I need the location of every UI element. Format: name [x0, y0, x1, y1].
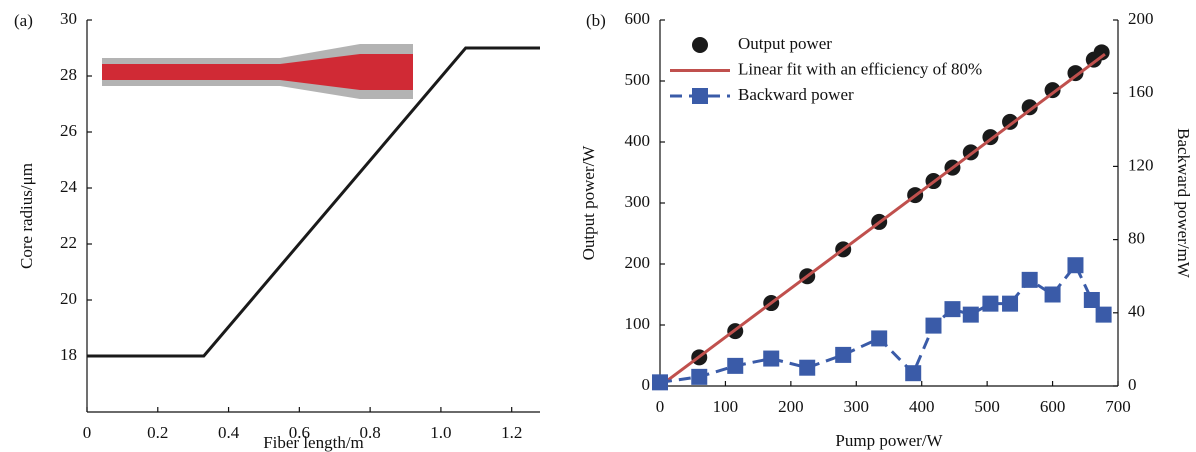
x-tick-label: 0.2	[147, 423, 168, 442]
fiber-inset	[102, 44, 413, 99]
y-tick-label: 500	[625, 70, 651, 89]
x-tick-label: 0	[656, 397, 665, 416]
y-tick-label: 0	[642, 375, 651, 394]
data-point	[1044, 286, 1061, 303]
x-tick-label: 500	[974, 397, 1000, 416]
data-point	[1083, 291, 1100, 308]
y2-tick-label: 120	[1128, 155, 1154, 174]
y-tick-label: 600	[625, 9, 651, 28]
x-tick-label: 1.0	[430, 423, 451, 442]
data-point	[727, 357, 744, 374]
x-tick-label: 0.4	[218, 423, 240, 442]
data-point	[763, 350, 780, 367]
x-tick-label: 400	[909, 397, 935, 416]
data-point	[652, 374, 668, 391]
legend-label: Linear fit with an efficiency of 80%	[738, 59, 982, 78]
y-tick-label: 18	[60, 345, 77, 364]
data-point	[1067, 257, 1084, 274]
x-tick-label: 0	[83, 423, 92, 442]
legend-marker	[692, 88, 708, 104]
x-tick-label: 300	[844, 397, 870, 416]
x-tick-label: 0.8	[360, 423, 381, 442]
y-axis-title: Core radius/μm	[17, 163, 36, 269]
x-tick-label: 600	[1040, 397, 1066, 416]
x-axis-title: Pump power/W	[835, 431, 943, 450]
y2-tick-label: 160	[1128, 82, 1154, 101]
y-tick-label: 100	[625, 314, 651, 333]
data-point	[982, 295, 999, 312]
y2-tick-label: 40	[1128, 302, 1145, 321]
y-tick-label: 400	[625, 131, 651, 150]
series-line	[659, 52, 1106, 388]
data-point	[871, 330, 888, 347]
y-tick-label: 22	[60, 233, 77, 252]
data-point	[799, 359, 816, 376]
data-point	[1021, 271, 1038, 288]
y-tick-label: 24	[60, 177, 78, 196]
data-point	[1002, 113, 1019, 130]
x-tick-label: 100	[713, 397, 739, 416]
x-tick-label: 1.2	[501, 423, 522, 442]
y2-tick-label: 80	[1128, 229, 1145, 248]
x-tick-label: 700	[1105, 397, 1131, 416]
legend-label: Backward power	[738, 85, 854, 104]
y-tick-label: 300	[625, 192, 651, 211]
data-point	[691, 368, 708, 385]
y-tick-label: 30	[60, 9, 77, 28]
data-point	[1021, 99, 1038, 116]
y2-tick-label: 0	[1128, 375, 1137, 394]
x-tick-label: 0.6	[289, 423, 310, 442]
data-point	[905, 365, 922, 382]
y2-tick-label: 200	[1128, 9, 1154, 28]
y-tick-label: 26	[60, 121, 77, 140]
data-point	[835, 346, 852, 363]
y-tick-label: 28	[60, 65, 77, 84]
data-point	[925, 317, 942, 334]
y2-axis-title: Backward power/mW	[1174, 128, 1193, 279]
legend-label: Output power	[738, 34, 832, 53]
data-point	[962, 306, 979, 323]
data-point	[1002, 295, 1019, 312]
y-tick-label: 20	[60, 289, 77, 308]
data-point	[1095, 306, 1112, 323]
data-point	[1093, 44, 1110, 61]
data-point	[1067, 65, 1084, 82]
x-axis-title: Fiber length/m	[263, 433, 364, 452]
data-point	[944, 301, 961, 318]
core	[102, 54, 413, 90]
data-point	[1044, 82, 1061, 99]
y-axis-title: Output power/W	[579, 145, 598, 261]
panel-label: (b)	[586, 11, 606, 30]
y-tick-label: 200	[625, 253, 651, 272]
panel-label: (a)	[14, 11, 33, 30]
legend-marker	[692, 37, 708, 53]
data-line	[87, 46, 540, 358]
x-tick-label: 200	[778, 397, 804, 416]
